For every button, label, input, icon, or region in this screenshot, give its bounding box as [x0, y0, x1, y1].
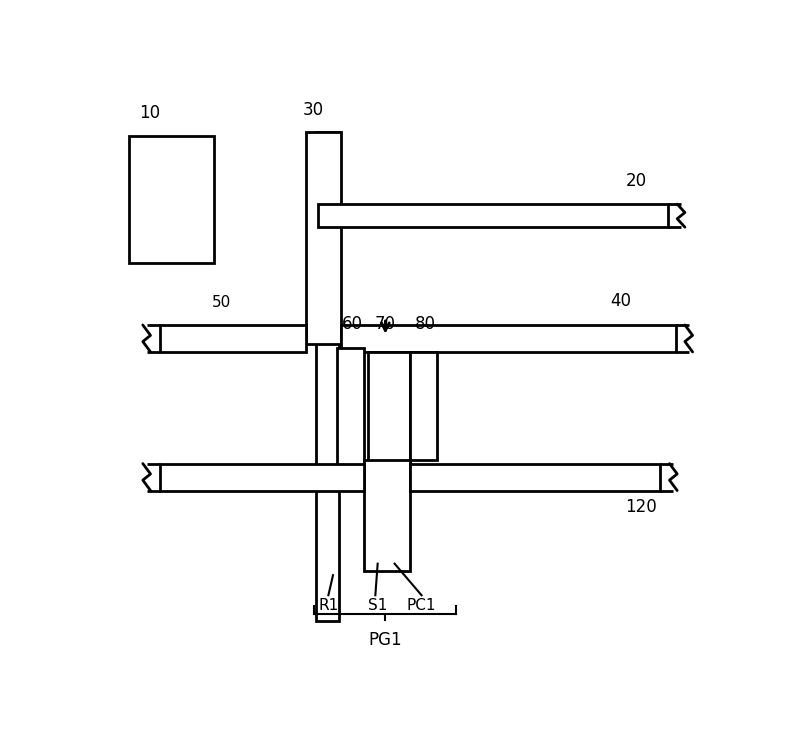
Bar — [337, 348, 364, 475]
Bar — [160, 325, 306, 352]
Text: 40: 40 — [610, 291, 631, 309]
Text: 10: 10 — [139, 104, 160, 122]
Bar — [364, 460, 410, 572]
Text: R1: R1 — [318, 599, 338, 614]
Bar — [410, 463, 660, 490]
Bar — [318, 204, 668, 228]
Bar — [160, 463, 364, 490]
Text: 50: 50 — [212, 294, 231, 309]
Text: 20: 20 — [626, 172, 646, 190]
Bar — [410, 352, 437, 460]
Bar — [368, 352, 410, 479]
Text: S1: S1 — [368, 599, 387, 614]
Text: 80: 80 — [415, 315, 436, 333]
Text: PC1: PC1 — [407, 599, 436, 614]
Text: 30: 30 — [303, 101, 324, 119]
Text: 60: 60 — [342, 315, 362, 333]
Text: 70: 70 — [375, 315, 396, 333]
Bar — [316, 132, 339, 621]
Bar — [306, 132, 341, 344]
Text: PG1: PG1 — [369, 631, 402, 649]
Bar — [341, 325, 676, 352]
Text: 120: 120 — [626, 498, 658, 516]
Bar — [129, 137, 214, 264]
